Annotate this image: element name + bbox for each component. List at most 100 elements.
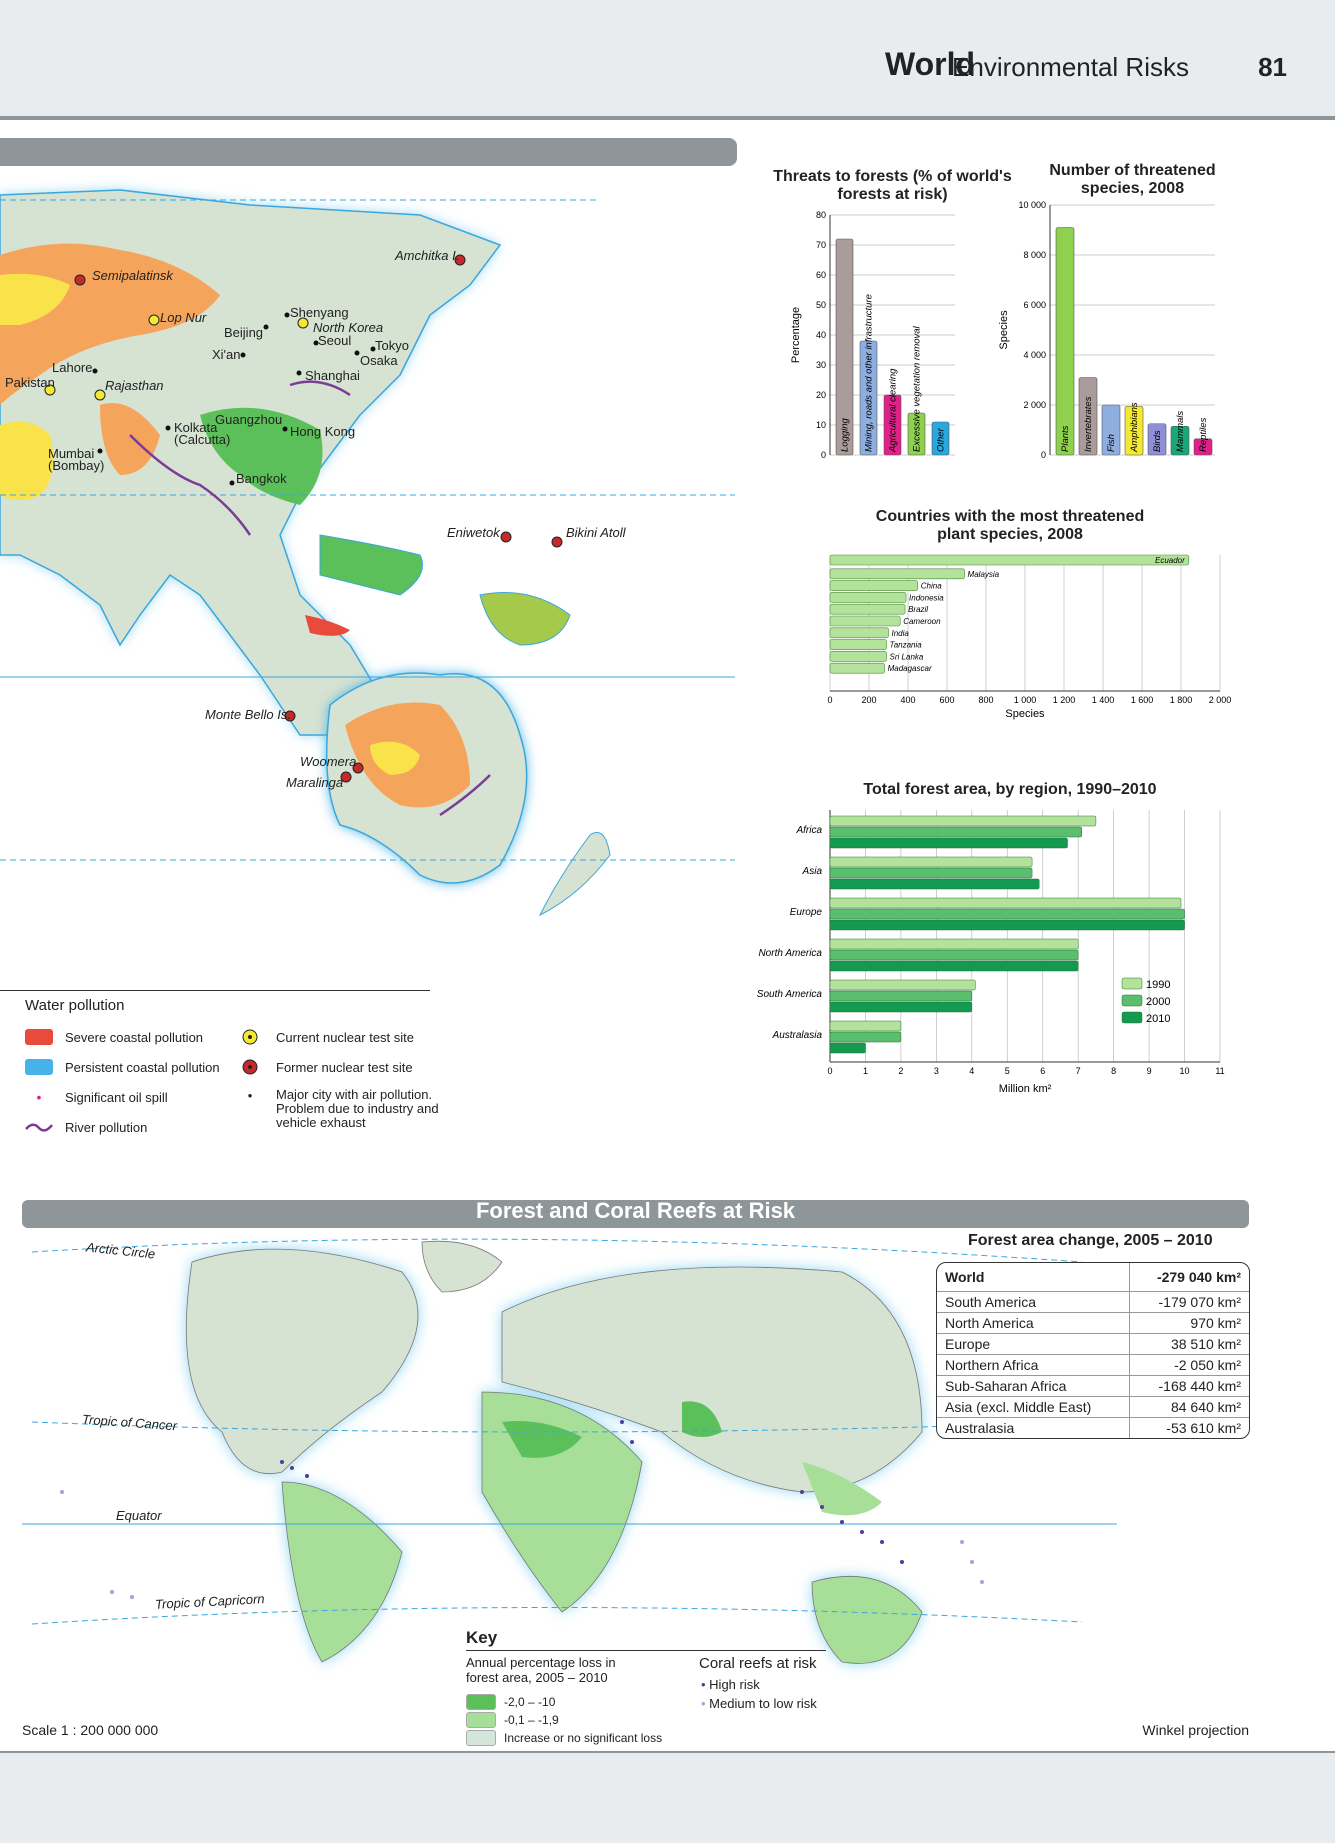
place-label: Pakistan xyxy=(5,375,55,390)
y-axis-label: Percentage xyxy=(790,307,802,363)
chart-threatened-species: 0 2 000 4 000 6 000 8 000 10 000 Species Plants… xyxy=(998,200,1215,460)
category-label: Invertebrates xyxy=(1083,396,1094,452)
region-cell: South America xyxy=(937,1291,1130,1313)
category-label: North America xyxy=(758,948,822,959)
river-murray xyxy=(439,774,491,817)
tick-label: 10 xyxy=(1180,1066,1190,1076)
table-row: World -279 040 km² xyxy=(937,1263,1249,1292)
oil-spill-icon: • xyxy=(36,1089,42,1105)
chart-threatened-plants: 0 200 400 600 800 1 000 1 200 1 400 1 600 1 800 2 … xyxy=(827,554,1232,720)
place-label: Tokyo xyxy=(375,338,409,353)
city-dot-icon xyxy=(370,346,376,352)
bar xyxy=(931,421,950,456)
key-item: Increase or no significant loss xyxy=(466,1729,662,1747)
place-label: Shanghai xyxy=(305,368,360,383)
place-label: Lop Nur xyxy=(160,310,207,325)
legend-title: Water pollution xyxy=(25,997,125,1014)
legend-label: 2000 xyxy=(1146,996,1170,1008)
eurasia xyxy=(501,1266,923,1493)
value-cell: -279 040 km² xyxy=(1129,1263,1249,1292)
nuclear-icon xyxy=(44,384,56,396)
bar xyxy=(829,651,887,662)
tick-label: 0 xyxy=(1041,450,1046,460)
bar xyxy=(1193,438,1213,456)
tick-label: 1 600 xyxy=(1131,695,1154,705)
category-label: Tanzania xyxy=(890,641,923,650)
severe-pollution-swatch xyxy=(25,1029,53,1045)
bar xyxy=(829,662,885,674)
tick-label: 4 000 xyxy=(1023,350,1046,360)
legend-label: Current nuclear test site xyxy=(276,1029,415,1045)
bar xyxy=(829,919,1185,931)
place-label: Eniwetok xyxy=(447,525,500,540)
tick-label: 6 xyxy=(1040,1066,1045,1076)
bar xyxy=(829,979,976,991)
bar xyxy=(829,554,1190,566)
tick-label: 50 xyxy=(816,300,826,310)
key-swatch-high xyxy=(466,1694,496,1710)
category-label: Sri Lanka xyxy=(890,652,924,661)
bar xyxy=(835,238,854,456)
place-label: Shenyang xyxy=(290,305,349,320)
key-loss-list: -2,0 – -10 -0,1 – -1,9 Increase or no si… xyxy=(466,1693,662,1747)
tropic-cancer-line xyxy=(31,1421,1083,1433)
chart-forest-area: 0 1 2 3 4 5 6 7 8 9 10 11 Million km² Africa Asia Europ… xyxy=(757,810,1225,1095)
city-dot-icon xyxy=(240,352,246,358)
place-label: North Korea xyxy=(313,320,384,335)
key-coral-item: • High risk xyxy=(701,1675,817,1694)
coral-high-risk xyxy=(280,1420,904,1564)
region-cell: World xyxy=(945,1269,985,1285)
tick-label: 0 xyxy=(827,695,832,705)
bar xyxy=(829,580,919,591)
key-swatch-low xyxy=(466,1730,496,1746)
place-label: Monte Bello Is. xyxy=(205,707,291,722)
header-divider xyxy=(0,116,1335,120)
city-dot-icon xyxy=(284,312,290,318)
legend-item: River pollution xyxy=(25,1112,255,1142)
category-label: Indonesia xyxy=(909,593,944,602)
place-label: Maralinga xyxy=(286,775,344,790)
city-dot-icon xyxy=(282,426,288,432)
table-row: Sub-Saharan Africa -168 440 km² xyxy=(937,1375,1249,1397)
page-header xyxy=(0,0,1335,118)
legend-label: Former nuclear test site xyxy=(276,1059,413,1075)
tick-label: 600 xyxy=(939,695,954,705)
scale-label: Scale 1 : 200 000 000 xyxy=(22,1722,159,1738)
tick-label: 1 200 xyxy=(1053,695,1076,705)
value-cell: -179 070 km² xyxy=(1129,1291,1249,1313)
chart-threats-title: Threats to forests (% of world's forests… xyxy=(773,168,1012,203)
legend-label: 1990 xyxy=(1146,979,1170,991)
nuclear-icon xyxy=(94,389,106,401)
legend-item: • Major city with air pollution. Problem … xyxy=(242,1088,462,1130)
category-label: Malaysia xyxy=(968,570,1000,579)
category-label: Logging xyxy=(840,417,851,452)
category-label: Madagascar xyxy=(888,664,932,673)
forest-section-bar xyxy=(22,1200,1249,1228)
nuclear-icon xyxy=(148,314,160,326)
bar xyxy=(829,592,907,603)
category-label: Reptiles xyxy=(1198,417,1209,452)
tick-label: 9 xyxy=(1147,1066,1152,1076)
risk-zone-orange-2 xyxy=(100,403,160,475)
key-label: -0,1 – -1,9 xyxy=(504,1713,559,1727)
table-row: Northern Africa -2 050 km² xyxy=(937,1354,1249,1376)
greenland xyxy=(421,1240,503,1293)
category-label: Europe xyxy=(790,907,823,918)
category-label: Asia xyxy=(802,866,823,877)
bar xyxy=(829,1031,902,1043)
bar xyxy=(829,1020,902,1032)
bar xyxy=(1147,423,1167,456)
value-cell: -53 610 km² xyxy=(1129,1417,1249,1438)
legend-col-left: Severe coastal pollution Persistent coas… xyxy=(25,1022,255,1142)
city-dot-icon xyxy=(263,324,269,330)
key-item: -0,1 – -1,9 xyxy=(466,1711,662,1729)
australia-risk-yellow xyxy=(370,741,420,775)
region-cell: North America xyxy=(937,1312,1130,1334)
tick-label: 800 xyxy=(978,695,993,705)
legend-label: Severe coastal pollution xyxy=(65,1029,204,1045)
forest-table-title: Forest area change, 2005 – 2010 xyxy=(968,1232,1213,1249)
legend-item: • Significant oil spill xyxy=(25,1082,255,1112)
tick-label: 2 000 xyxy=(1209,695,1232,705)
tick-label: 0 xyxy=(821,450,826,460)
category-label: Africa xyxy=(795,825,822,836)
